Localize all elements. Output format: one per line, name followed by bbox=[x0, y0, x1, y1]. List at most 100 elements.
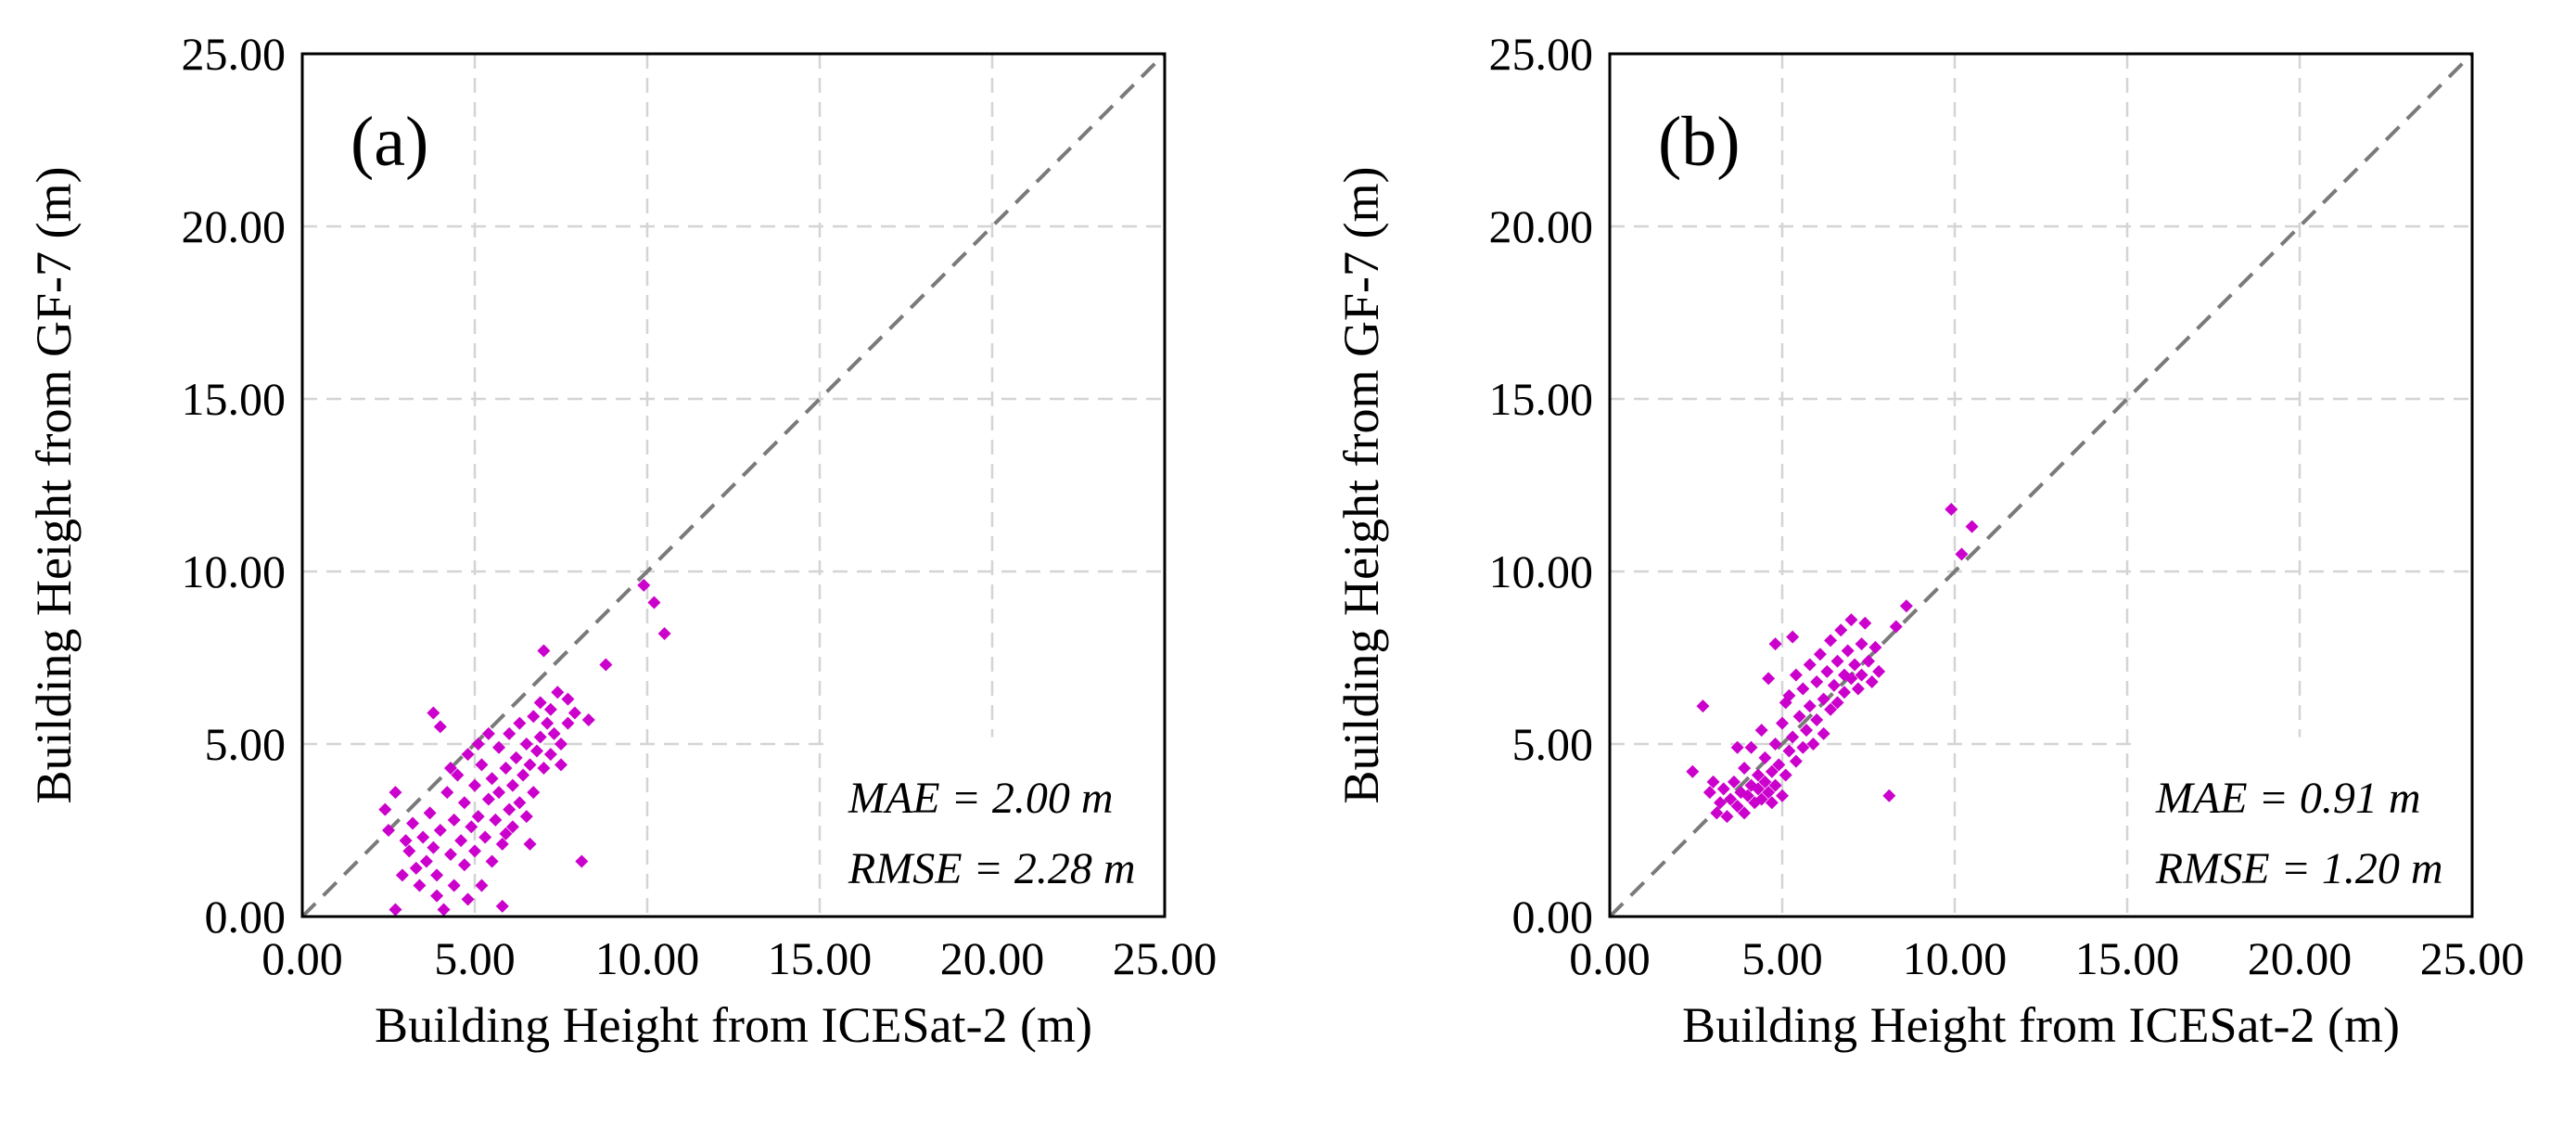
data-point bbox=[395, 868, 409, 882]
data-point bbox=[1710, 806, 1724, 820]
data-point bbox=[1706, 775, 1720, 789]
data-point bbox=[541, 716, 555, 730]
data-point bbox=[1765, 796, 1779, 810]
y-tick-label: 0.00 bbox=[205, 891, 287, 943]
data-point bbox=[1776, 716, 1789, 730]
data-point bbox=[529, 744, 543, 758]
data-point bbox=[1810, 712, 1824, 726]
data-point bbox=[433, 824, 447, 837]
x-tick-label: 0.00 bbox=[1569, 932, 1651, 984]
y-tick-label: 25.00 bbox=[182, 28, 287, 80]
data-point bbox=[1786, 630, 1800, 644]
data-point bbox=[471, 738, 485, 751]
data-point bbox=[1762, 786, 1776, 800]
y-tick-label: 5.00 bbox=[205, 718, 287, 770]
data-point bbox=[1965, 520, 1979, 533]
x-tick-label: 20.00 bbox=[2248, 932, 2353, 984]
data-point bbox=[1776, 789, 1789, 802]
data-point bbox=[599, 658, 613, 672]
data-point bbox=[581, 712, 595, 726]
data-point bbox=[495, 899, 509, 913]
data-point bbox=[475, 879, 489, 892]
data-point bbox=[1714, 796, 1728, 810]
data-point bbox=[1827, 678, 1841, 692]
data-point bbox=[1730, 740, 1744, 754]
data-point bbox=[1741, 789, 1754, 802]
data-point bbox=[1789, 668, 1803, 682]
data-point bbox=[468, 778, 481, 792]
one-to-one-line bbox=[300, 52, 1167, 918]
data-point bbox=[1751, 782, 1765, 796]
data-point bbox=[533, 730, 547, 744]
data-point bbox=[457, 858, 471, 872]
data-point bbox=[519, 738, 533, 751]
data-point bbox=[1772, 758, 1786, 772]
data-point bbox=[513, 796, 527, 810]
data-point bbox=[1686, 764, 1700, 778]
x-tick-label: 25.00 bbox=[1113, 932, 1218, 984]
y-tick-label: 15.00 bbox=[1489, 373, 1594, 425]
data-point bbox=[447, 879, 461, 892]
data-point bbox=[1803, 699, 1817, 713]
data-point bbox=[447, 813, 461, 827]
x-axis-label: Building Height from ICESat-2 (m) bbox=[375, 997, 1092, 1053]
data-point bbox=[378, 802, 392, 816]
data-point bbox=[1782, 744, 1796, 758]
data-point bbox=[457, 796, 471, 810]
data-point bbox=[499, 762, 513, 776]
data-point bbox=[478, 830, 492, 844]
data-point bbox=[1806, 738, 1820, 751]
data-point bbox=[1824, 634, 1838, 648]
data-point bbox=[555, 738, 567, 751]
panel-label: (b) bbox=[1658, 103, 1741, 181]
data-point bbox=[1738, 762, 1752, 776]
data-point bbox=[481, 792, 495, 806]
data-point bbox=[567, 706, 581, 720]
x-tick-label: 5.00 bbox=[434, 932, 516, 984]
data-point bbox=[1724, 792, 1738, 806]
data-point bbox=[1851, 682, 1865, 696]
data-point bbox=[547, 726, 561, 740]
data-point bbox=[1768, 738, 1782, 751]
y-axis-label: Building Height from GF-7 (m) bbox=[1333, 167, 1389, 804]
data-point bbox=[1754, 792, 1768, 806]
mae-label: MAE = 2.00 m bbox=[848, 774, 1114, 823]
data-point bbox=[543, 748, 557, 762]
data-point bbox=[1696, 699, 1710, 713]
data-point bbox=[1841, 644, 1855, 658]
data-point bbox=[1758, 775, 1772, 789]
data-point bbox=[1855, 668, 1868, 682]
x-tick-label: 10.00 bbox=[1903, 932, 2008, 984]
data-point bbox=[454, 834, 468, 848]
data-point bbox=[657, 626, 671, 640]
data-point bbox=[1796, 740, 1810, 754]
data-point bbox=[1899, 599, 1913, 613]
data-point bbox=[485, 854, 499, 868]
data-point bbox=[1720, 810, 1734, 824]
rmse-label: RMSE = 1.20 m bbox=[2155, 844, 2443, 893]
x-tick-label: 0.00 bbox=[261, 932, 343, 984]
data-point bbox=[1817, 726, 1830, 740]
x-tick-label: 15.00 bbox=[768, 932, 873, 984]
data-point bbox=[1800, 724, 1814, 738]
data-point bbox=[475, 758, 489, 772]
data-point bbox=[1810, 675, 1824, 689]
data-point bbox=[406, 816, 420, 830]
data-point bbox=[1858, 616, 1872, 630]
data-point bbox=[1844, 613, 1858, 627]
data-point bbox=[523, 837, 537, 851]
data-point bbox=[551, 686, 565, 699]
data-point bbox=[537, 644, 551, 658]
data-point bbox=[637, 578, 651, 592]
data-point bbox=[481, 726, 495, 740]
data-point bbox=[1789, 754, 1803, 768]
y-tick-label: 15.00 bbox=[182, 373, 287, 425]
data-point bbox=[1758, 751, 1772, 764]
stats-background bbox=[2136, 737, 2468, 913]
data-point bbox=[1834, 623, 1848, 637]
data-point bbox=[471, 810, 485, 824]
y-tick-label: 20.00 bbox=[182, 200, 287, 252]
data-point bbox=[1768, 637, 1782, 651]
plot-frame bbox=[1608, 52, 2474, 918]
data-point bbox=[419, 854, 433, 868]
